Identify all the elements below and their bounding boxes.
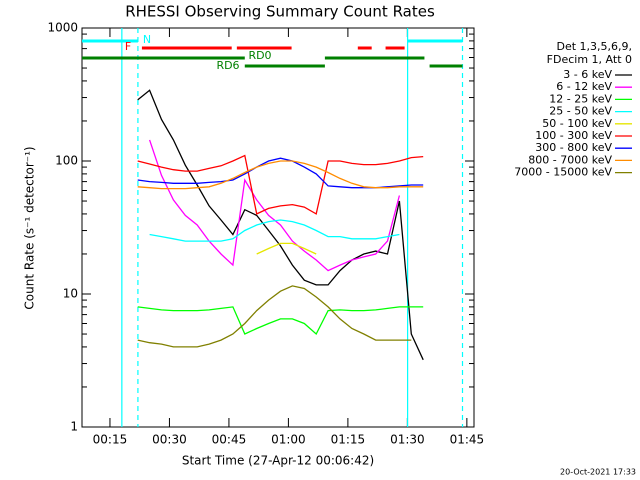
- series-line: [149, 219, 400, 242]
- chart-title: RHESSI Observing Summary Count Rates: [125, 3, 435, 21]
- x-axis-label: Start Time (27-Apr-12 00:06:42): [182, 454, 374, 468]
- series-line: [137, 285, 412, 348]
- x-tick-label: 00:45: [212, 433, 247, 447]
- series-line: [137, 154, 424, 215]
- y-axis-label: Count Rate (s⁻¹ detector⁻¹): [23, 146, 37, 309]
- legend-header: Det 1,3,5,6,9,: [556, 40, 632, 53]
- series-line: [137, 306, 424, 336]
- series-line: [137, 157, 424, 189]
- series-line: [137, 89, 424, 361]
- series-line: [137, 160, 424, 190]
- flag-label: RD6: [216, 59, 239, 72]
- series-line: [256, 242, 317, 255]
- legend-label: 800 - 7000 keV: [528, 153, 612, 166]
- legend-label: 12 - 25 keV: [549, 92, 612, 105]
- x-tick-label: 01:15: [331, 433, 366, 447]
- legend-header: FDecim 1, Att 0: [547, 53, 632, 66]
- x-tick-label: 00:15: [93, 433, 128, 447]
- y-tick-label: 10: [63, 287, 78, 301]
- legend-label: 3 - 6 keV: [563, 68, 612, 81]
- y-tick-label: 1: [70, 420, 78, 434]
- plot-frame: [81, 27, 475, 428]
- flag-label: F: [125, 40, 131, 53]
- x-tick-label: 00:30: [152, 433, 187, 447]
- x-tick-label: 01:30: [390, 433, 425, 447]
- legend-label: 25 - 50 keV: [549, 105, 612, 118]
- flag-label: RD0: [248, 49, 271, 62]
- y-tick-label: 1000: [47, 21, 78, 35]
- legend-label: 7000 - 15000 keV: [514, 166, 612, 179]
- y-tick-label: 100: [55, 154, 78, 168]
- legend-label: 50 - 100 keV: [542, 117, 612, 130]
- x-tick-label: 01:45: [450, 433, 485, 447]
- legend-label: 6 - 12 keV: [556, 80, 612, 93]
- legend-label: 300 - 800 keV: [535, 141, 612, 154]
- legend-label: 100 - 300 keV: [535, 129, 612, 142]
- flag-label: N: [143, 33, 151, 46]
- footer: 20-Oct-2021 17:33: [560, 468, 636, 477]
- x-tick-label: 01:00: [271, 433, 306, 447]
